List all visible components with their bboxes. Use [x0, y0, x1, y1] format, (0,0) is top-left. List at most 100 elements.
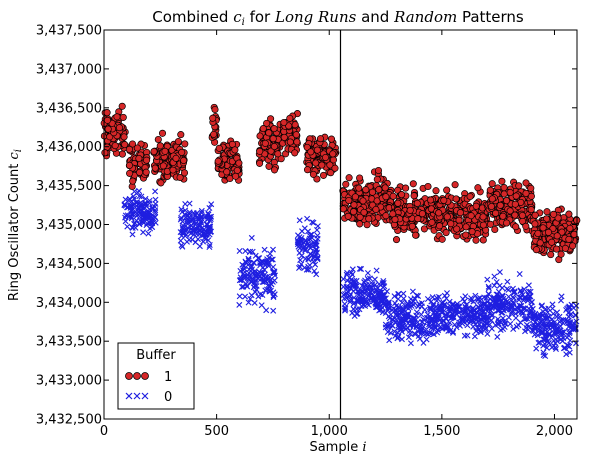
- data-point-buffer-0: [270, 246, 276, 253]
- data-point-buffer-0: [525, 282, 532, 289]
- data-point-buffer-0: [177, 216, 184, 223]
- data-point-buffer-0: [494, 307, 501, 314]
- data-point-buffer-0: [236, 277, 243, 284]
- data-point-buffer-1: [410, 192, 418, 200]
- data-point-buffer-0: [517, 294, 524, 301]
- data-point-buffer-0: [523, 321, 530, 328]
- data-point-buffer-0: [394, 309, 401, 316]
- data-point-buffer-0: [348, 279, 354, 286]
- data-point-buffer-0: [478, 301, 485, 308]
- data-point-buffer-0: [201, 235, 208, 242]
- data-point-buffer-0: [492, 296, 499, 303]
- data-point-buffer-0: [313, 238, 320, 245]
- data-point-buffer-0: [463, 301, 470, 308]
- data-point-buffer-1: [270, 125, 278, 133]
- data-point-buffer-0: [404, 300, 411, 307]
- data-point-buffer-1: [548, 238, 556, 246]
- data-point-buffer-0: [246, 249, 253, 256]
- data-point-buffer-0: [152, 214, 159, 221]
- data-point-buffer-1: [120, 133, 128, 141]
- data-point-buffer-0: [461, 332, 468, 339]
- data-point-buffer-0: [267, 288, 274, 294]
- data-point-buffer-1: [565, 210, 573, 218]
- data-point-buffer-1: [178, 148, 186, 156]
- y-tick-label: 3,436,500: [36, 101, 102, 116]
- data-point-buffer-0: [484, 276, 491, 283]
- y-tick-label: 3,435,000: [36, 218, 102, 233]
- data-point-buffer-0: [255, 255, 262, 262]
- data-point-buffer-0: [185, 219, 191, 226]
- data-point-buffer-1: [118, 150, 126, 158]
- data-point-buffer-1: [363, 221, 371, 229]
- data-point-buffer-0: [396, 320, 403, 327]
- data-point-buffer-0: [485, 290, 492, 297]
- data-point-buffer-0: [494, 333, 501, 340]
- data-point-buffer-0: [553, 346, 559, 352]
- data-point-buffer-0: [127, 204, 134, 211]
- y-tick-label: 3,432,500: [36, 413, 102, 428]
- data-point-buffer-1: [215, 144, 223, 152]
- data-point-buffer-0: [505, 293, 512, 300]
- data-point-buffer-0: [549, 316, 556, 323]
- data-point-buffer-0: [356, 289, 363, 296]
- data-point-buffer-0: [440, 299, 447, 306]
- data-point-buffer-0: [384, 288, 390, 295]
- data-point-buffer-0: [543, 344, 550, 351]
- data-point-buffer-0: [411, 295, 418, 302]
- data-point-buffer-0: [242, 293, 249, 300]
- data-point-buffer-0: [307, 250, 314, 257]
- data-point-buffer-0: [438, 299, 445, 306]
- data-point-buffer-1: [111, 142, 119, 150]
- data-point-buffer-0: [516, 305, 523, 312]
- data-point-buffer-1: [356, 174, 364, 182]
- data-point-buffer-1: [269, 135, 277, 143]
- data-point-buffer-0: [307, 242, 314, 249]
- data-point-buffer-0: [547, 321, 554, 328]
- data-point-buffer-1: [499, 212, 507, 220]
- data-point-buffer-1: [280, 133, 288, 141]
- data-point-buffer-0: [296, 265, 302, 271]
- data-point-buffer-0: [152, 200, 159, 207]
- data-point-buffer-0: [386, 322, 393, 328]
- data-point-buffer-0: [416, 335, 423, 342]
- data-point-buffer-1: [527, 192, 535, 200]
- data-point-buffer-1: [316, 135, 325, 143]
- data-point-buffer-0: [249, 266, 255, 273]
- data-point-buffer-0: [530, 324, 537, 331]
- data-point-buffer-0: [558, 331, 565, 338]
- data-point-buffer-0: [135, 204, 142, 211]
- data-point-buffer-0: [186, 200, 193, 207]
- data-point-buffer-0: [381, 283, 388, 290]
- data-point-buffer-0: [244, 271, 251, 278]
- data-point-buffer-1: [455, 216, 463, 224]
- data-point-buffer-1: [438, 235, 446, 243]
- data-point-buffer-0: [462, 306, 469, 313]
- data-point-buffer-0: [386, 337, 393, 344]
- data-point-buffer-1: [326, 161, 334, 169]
- data-point-buffer-0: [556, 318, 563, 325]
- data-point-buffer-0: [570, 305, 577, 311]
- data-point-buffer-1: [231, 146, 239, 154]
- data-point-buffer-1: [413, 199, 421, 207]
- data-point-buffer-1: [286, 114, 294, 122]
- data-point-buffer-0: [517, 319, 524, 326]
- data-point-buffer-0: [387, 311, 394, 318]
- data-point-buffer-0: [179, 243, 186, 250]
- data-point-buffer-0: [189, 217, 196, 224]
- data-point-buffer-0: [198, 215, 205, 222]
- data-point-buffer-1: [125, 161, 134, 169]
- data-point-buffer-1: [479, 221, 487, 229]
- data-point-buffer-1: [350, 201, 358, 209]
- data-point-buffer-0: [542, 332, 549, 339]
- data-point-buffer-1: [174, 137, 182, 146]
- data-point-buffer-1: [318, 161, 326, 169]
- data-point-buffer-0: [245, 299, 252, 306]
- data-point-buffer-0: [484, 330, 491, 337]
- data-point-buffer-0: [251, 259, 258, 266]
- data-point-buffer-1: [270, 142, 278, 151]
- data-point-buffer-0: [385, 299, 392, 306]
- data-point-buffer-1: [307, 148, 315, 156]
- data-point-buffer-0: [435, 327, 442, 334]
- data-point-buffer-1: [424, 182, 432, 191]
- data-point-buffer-1: [412, 231, 420, 239]
